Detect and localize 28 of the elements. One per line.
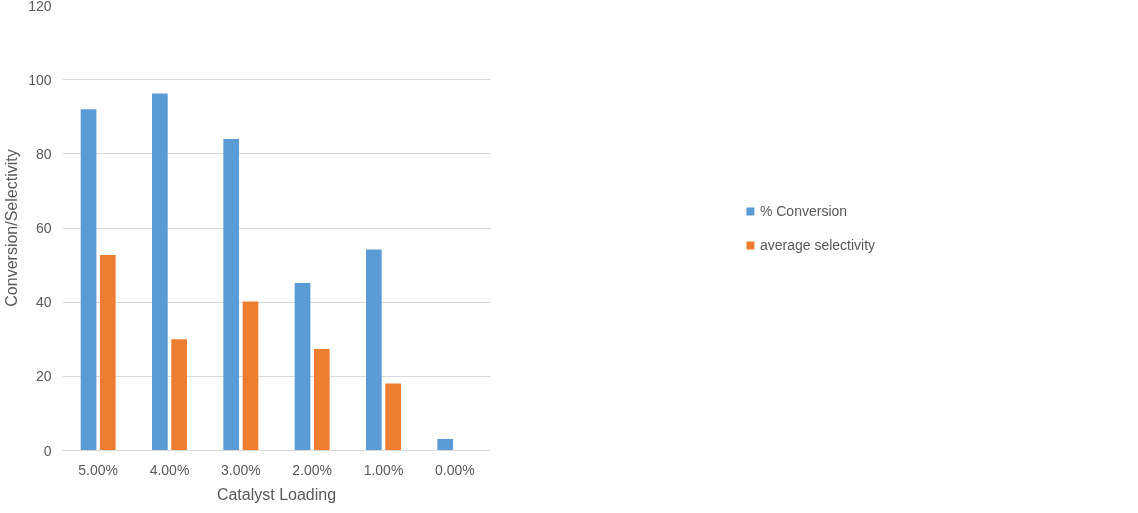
bar [437, 439, 454, 451]
bar [366, 249, 382, 451]
x-tick-label: 2.00% [292, 461, 333, 478]
y-tick-label: 60 [35, 220, 52, 236]
bar [313, 348, 330, 451]
bar [223, 139, 240, 451]
y-tick-label: 0 [43, 442, 52, 459]
x-tick-label: 5.00% [78, 461, 119, 478]
legend-label: average selectivity [759, 236, 876, 253]
x-tick-label: 1.00% [363, 461, 404, 478]
legend-label: % Conversion [759, 202, 848, 219]
x-axis-title: Catalyst Loading [216, 485, 337, 503]
bar [294, 282, 311, 451]
y-tick-label: 80 [35, 145, 52, 162]
bar [152, 93, 168, 451]
bar [242, 301, 259, 451]
y-tick-label: 120 [28, 0, 52, 14]
bar [385, 383, 401, 451]
y-tick-label: 20 [35, 368, 52, 385]
x-tick-label: 0.00% [434, 461, 475, 478]
bar [80, 109, 97, 451]
y-axis-title: Conversion/Selectivity [3, 149, 21, 307]
x-tick-label: 3.00% [220, 461, 261, 478]
y-tick-label: 100 [28, 71, 52, 88]
bar [171, 339, 187, 451]
bar [99, 255, 116, 451]
x-tick-label: 4.00% [149, 461, 190, 478]
y-tick-label: 40 [35, 294, 52, 311]
